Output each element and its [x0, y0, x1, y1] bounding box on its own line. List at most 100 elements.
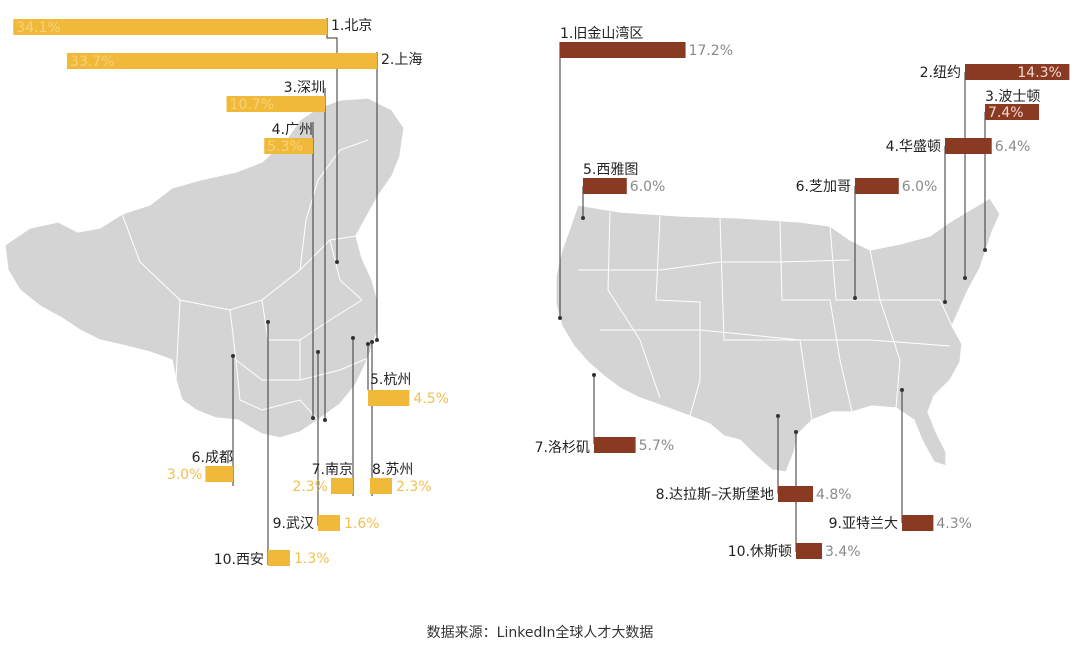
- usa-bar: [902, 515, 934, 531]
- usa-bar: [796, 543, 822, 559]
- china-value-label: 3.0%: [167, 467, 203, 483]
- city-dot: [900, 388, 904, 392]
- usa-value-label: 5.7%: [639, 438, 675, 454]
- usa-bar: [778, 486, 814, 502]
- china-bar: [331, 478, 353, 494]
- china-category-label: 4.广州: [272, 122, 313, 138]
- state-border: [869, 249, 953, 327]
- city-dot: [592, 373, 596, 377]
- state-border: [655, 215, 701, 417]
- source-note: 数据来源：LinkedIn全球人才大数据: [426, 625, 654, 641]
- city-dot: [794, 430, 798, 434]
- city-dot: [963, 276, 967, 280]
- province-border: [235, 359, 319, 421]
- china-province-lines: [121, 139, 369, 421]
- state-border: [779, 221, 853, 413]
- usa-value-label: 14.3%: [1017, 65, 1061, 81]
- china-value-label: 4.5%: [413, 391, 449, 407]
- usa-category-label: 9.亚特兰大: [829, 516, 898, 532]
- china-map-shape: [4, 97, 405, 439]
- state-border: [607, 211, 661, 399]
- china-value-label: 2.3%: [292, 479, 328, 495]
- china-value-label: 33.7%: [70, 54, 114, 70]
- city-dot: [370, 340, 374, 344]
- china-bar: [264, 138, 313, 154]
- china-map: [4, 97, 405, 439]
- city-dot: [776, 414, 780, 418]
- usa-map: [555, 197, 1001, 473]
- china-category-label: 7.南京: [312, 462, 353, 478]
- state-border: [578, 259, 851, 271]
- china-category-label: 9.武汉: [273, 516, 314, 532]
- china-category-label: 5.杭州: [370, 372, 411, 388]
- china-bar: [66, 53, 378, 69]
- usa-category-label: 3.波士顿: [985, 89, 1040, 105]
- usa-category-label: 5.西雅图: [583, 162, 638, 178]
- province-border: [175, 299, 181, 381]
- city-dot: [311, 416, 315, 420]
- usa-value-label: 4.8%: [816, 487, 852, 503]
- city-dot: [231, 354, 235, 358]
- usa-state-lines: [578, 211, 953, 421]
- usa-category-label: 7.洛杉矶: [535, 440, 590, 456]
- china-bar: [13, 19, 328, 35]
- city-dot: [581, 216, 585, 220]
- province-border: [229, 309, 369, 381]
- city-dot: [351, 336, 355, 340]
- usa-bar: [985, 104, 1040, 120]
- usa-city-dots: [558, 216, 987, 434]
- province-border: [299, 139, 369, 271]
- china-bar: [368, 390, 410, 406]
- china-value-label: 1.6%: [344, 516, 380, 532]
- china-value-label: 10.7%: [230, 97, 274, 113]
- city-dot: [366, 342, 370, 346]
- china-category-label: 10.西安: [214, 552, 264, 568]
- usa-bar: [583, 178, 627, 194]
- city-dot: [943, 300, 947, 304]
- china-bar: [268, 550, 290, 566]
- city-dot: [558, 316, 562, 320]
- china-category-label: 1.北京: [331, 18, 372, 34]
- china-category-label: 6.成都: [192, 450, 233, 466]
- usa-value-label: 6.0%: [630, 179, 666, 195]
- china-value-label: 34.1%: [16, 20, 60, 36]
- usa-category-label: 10.休斯顿: [728, 544, 792, 560]
- usa-value-label: 7.4%: [988, 105, 1024, 121]
- city-dot: [983, 248, 987, 252]
- china-city-dots: [231, 260, 379, 422]
- city-dot: [316, 350, 320, 354]
- china-category-label: 8.苏州: [372, 462, 413, 478]
- usa-bar: [855, 178, 899, 194]
- usa-category-label: 8.达拉斯–沃斯堡地: [656, 487, 774, 503]
- usa-value-label: 6.0%: [902, 179, 938, 195]
- usa-value-label: 6.4%: [995, 139, 1031, 155]
- state-border: [719, 217, 813, 421]
- usa-bars: 17.2% 1.旧金山湾区 14.3% 2.纽约 7.4%3.波士顿 6.4% 4.华盛顿 6…: [535, 25, 1070, 560]
- usa-category-label: 1.旧金山湾区: [560, 25, 643, 42]
- china-value-label: 1.3%: [294, 551, 330, 567]
- city-dot: [853, 296, 857, 300]
- china-value-label: 5.3%: [267, 139, 303, 155]
- china-bar: [205, 466, 233, 482]
- china-bars: 34.1% 1.北京 33.7% 2.上海 10.7% 3.深圳 5.3%4.广州 4.5%5…: [13, 18, 449, 568]
- usa-bar: [594, 437, 636, 453]
- usa-bar: [945, 138, 992, 154]
- china-value-label: 2.3%: [396, 479, 432, 495]
- state-border: [600, 329, 951, 347]
- usa-category-label: 4.华盛顿: [886, 139, 941, 155]
- usa-bar: [965, 64, 1070, 80]
- usa-category-label: 6.芝加哥: [796, 179, 851, 195]
- usa-bar: [560, 42, 686, 58]
- china-bar: [226, 96, 325, 112]
- usa-map-shape: [555, 197, 1001, 473]
- city-dot: [323, 418, 327, 422]
- usa-value-label: 17.2%: [689, 43, 733, 59]
- china-leader-lines: [232, 18, 378, 565]
- city-dot: [375, 338, 379, 342]
- china-category-label: 3.深圳: [284, 80, 325, 96]
- usa-category-label: 2.纽约: [920, 65, 961, 81]
- china-bar: [370, 478, 392, 494]
- usa-value-label: 3.4%: [825, 544, 861, 560]
- usa-value-label: 4.3%: [936, 516, 972, 532]
